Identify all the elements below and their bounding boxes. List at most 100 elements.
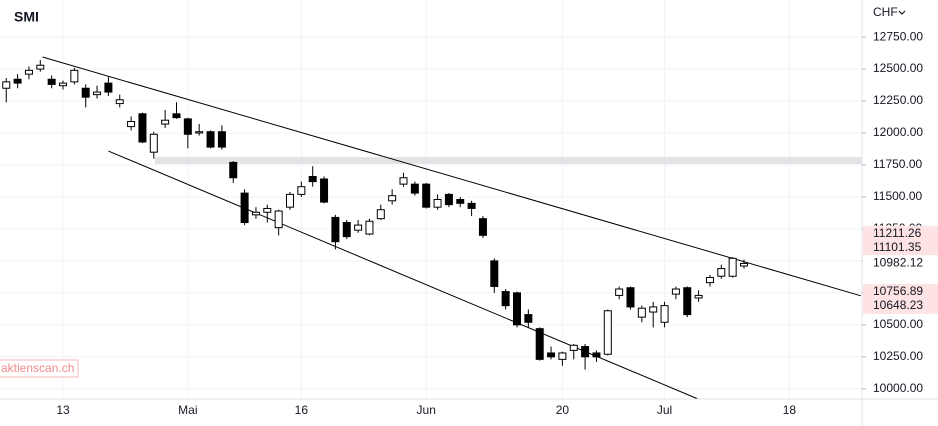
price-label: 10756.89 [873, 284, 923, 298]
candle-body [422, 183, 431, 208]
candle-body [127, 120, 136, 128]
watermark-box [0, 359, 79, 378]
candle-body [740, 262, 748, 267]
candle-body [2, 81, 11, 89]
candle-body [603, 310, 612, 355]
candle-body [569, 344, 578, 351]
candle-body [649, 306, 658, 313]
x-tick-label: 20 [556, 403, 570, 417]
y-tick-label: 12000.00 [873, 125, 923, 139]
candle-body [115, 99, 124, 105]
candle-body [705, 277, 714, 284]
candle-body [229, 161, 238, 179]
candle-body [513, 292, 521, 326]
candle-body [81, 87, 90, 98]
candle-body [297, 186, 306, 195]
candle-body [728, 257, 737, 277]
candle-body [183, 118, 192, 135]
watermark: aktienscan.ch [1, 361, 74, 375]
x-tick-label: 18 [783, 403, 797, 417]
candle-body [308, 175, 317, 183]
candle-body [558, 352, 567, 360]
y-tick-label: 10250.00 [873, 349, 923, 363]
candle-body [694, 294, 703, 299]
currency-selector[interactable]: CHF [873, 5, 906, 19]
price-label: 11101.35 [873, 240, 922, 254]
x-tick-label: 13 [56, 403, 70, 417]
candle-body [388, 195, 397, 202]
candle-body [93, 91, 102, 96]
candle-body [501, 291, 510, 307]
candle-body [24, 69, 33, 75]
price-label-box [863, 283, 938, 300]
candle-body [456, 199, 465, 204]
candle-body [217, 131, 226, 148]
candle-body [251, 211, 260, 216]
candle-body [354, 224, 363, 231]
candle-body [47, 78, 56, 85]
candle-body [376, 209, 385, 220]
price-label-box [863, 297, 938, 314]
candle-body [399, 177, 408, 185]
candle-body [626, 287, 635, 308]
trendline [42, 56, 862, 297]
candle-body [615, 288, 624, 296]
x-tick-label: Mai [178, 403, 197, 417]
candle-body [478, 218, 487, 236]
candle-body [286, 193, 294, 208]
plot-area [0, 0, 862, 400]
dropdown-chevron[interactable] [898, 10, 906, 15]
x-tick-label: Jun [417, 403, 436, 417]
y-tick-label: 10000.00 [873, 381, 923, 395]
y-tick-label: 11750.00 [873, 157, 922, 171]
candle-body [331, 216, 340, 243]
candle-body [70, 69, 79, 83]
candle-body [172, 113, 181, 119]
y-tick-label: 12500.00 [873, 61, 923, 75]
x-tick-label: Jul [657, 403, 672, 417]
candle-body [592, 352, 601, 358]
chart-title: SMI [14, 9, 39, 25]
price-label: 10648.23 [873, 298, 923, 312]
candle-body [342, 222, 351, 238]
candle-body [410, 183, 419, 194]
candle-body [535, 328, 544, 360]
candle-body [671, 288, 680, 295]
candle-body [138, 113, 147, 143]
price-label: 10982.12 [873, 255, 923, 269]
candle-body [240, 192, 249, 224]
candle-body [524, 314, 533, 323]
candle-body [683, 287, 692, 316]
price-label-box [863, 255, 938, 272]
candle-body [161, 119, 170, 125]
candle-body [195, 131, 204, 134]
y-tick-label: 12750.00 [873, 29, 923, 43]
x-tick-label: 16 [295, 403, 309, 417]
candle-body [467, 202, 476, 209]
candle-body [104, 82, 113, 93]
price-label: 11211.26 [873, 226, 922, 240]
candle-body [717, 268, 726, 277]
currency-label[interactable]: CHF [873, 5, 898, 19]
candle-body [320, 178, 329, 203]
candle-body [59, 82, 67, 87]
y-tick-label: 11500.00 [873, 189, 922, 203]
y-tick-label: 10500.00 [873, 317, 923, 331]
candle-body [36, 64, 45, 70]
candle-body [274, 210, 283, 229]
price-label-box [863, 225, 938, 242]
candle-body [263, 207, 272, 213]
candle-body [581, 346, 590, 358]
price-label-box [863, 239, 938, 256]
candle-body [547, 352, 556, 358]
candle-body [149, 133, 158, 153]
candle-body [206, 131, 215, 148]
candle-body [13, 78, 22, 84]
candle-body [365, 220, 374, 235]
y-tick-label: 12250.00 [873, 93, 923, 107]
candle-body [490, 260, 499, 287]
candle-body [637, 307, 646, 318]
trendline [108, 150, 698, 400]
candle-body [660, 305, 669, 323]
